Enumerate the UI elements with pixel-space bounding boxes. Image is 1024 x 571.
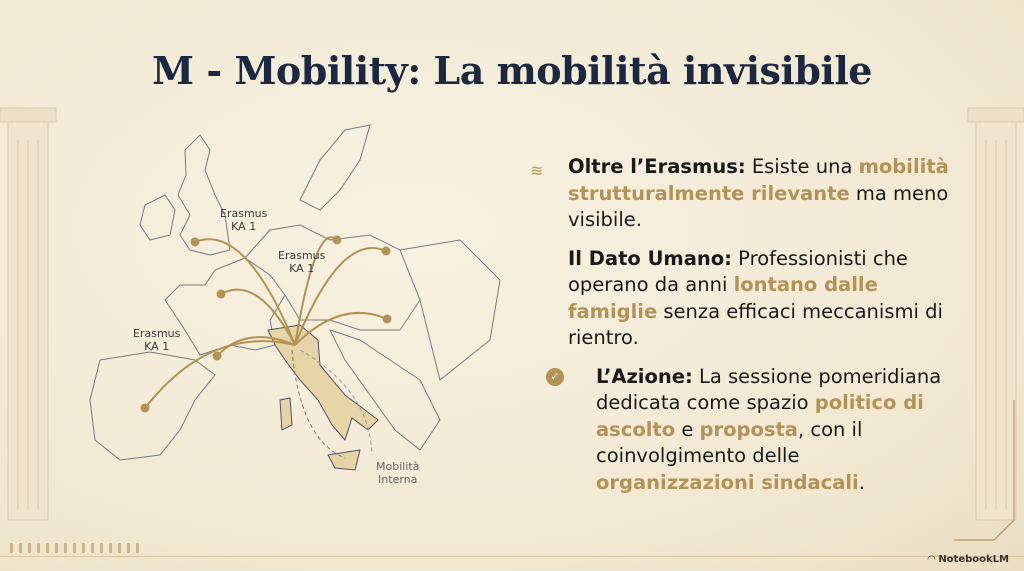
bullet-heading: Il Dato Umano: xyxy=(568,246,732,270)
highlight: proposta xyxy=(699,417,798,441)
balkans-outline xyxy=(329,329,441,451)
brand-watermark: ◠ NotebookLM xyxy=(927,554,1009,565)
erasmus-label-north: Erasmus KA 1 xyxy=(220,207,268,233)
bullet-oltre-erasmus: ≋ Oltre l’Erasmus: Esiste una mobilità s… xyxy=(530,154,950,234)
sardinia-shape xyxy=(279,397,293,431)
origin-dot xyxy=(216,289,226,299)
bullet-dato-umano: Il Dato Umano: Professionisti che operan… xyxy=(530,246,950,352)
column-ornament-left xyxy=(0,107,57,521)
text: senza efficaci meccanismi di rientro. xyxy=(568,299,943,350)
origin-dot xyxy=(332,235,342,245)
mobility-flow-arc xyxy=(216,336,296,357)
internal-mobility-label: Mobilità Interna xyxy=(376,460,420,486)
frame-line xyxy=(0,556,1024,557)
ireland-outline xyxy=(139,194,176,241)
europe-map xyxy=(60,110,520,514)
italy-shape xyxy=(267,324,379,442)
highlight: politico di ascolto xyxy=(596,391,924,441)
text: Professionisti che operano da anni xyxy=(568,246,908,297)
text: e xyxy=(675,417,700,441)
map-drawing xyxy=(89,124,501,471)
text: , con il coinvolgimento delle xyxy=(596,417,863,468)
france-outline xyxy=(164,257,286,356)
mobility-flow-arc xyxy=(220,288,296,346)
bullet-heading: L’Azione: xyxy=(596,364,693,388)
bullet-list: ≋ Oltre l’Erasmus: Esiste una mobilità s… xyxy=(530,154,950,508)
highlight: mobilità strutturalmente rilevante xyxy=(568,155,949,205)
origin-dot xyxy=(212,351,222,361)
greek-key-ornament xyxy=(10,543,140,553)
origin-dot xyxy=(140,403,150,413)
mobility-flow-arc xyxy=(194,238,296,346)
origin-dot xyxy=(381,246,391,256)
internal-mobility-arc xyxy=(299,349,373,456)
mobility-flow-arc xyxy=(294,312,388,346)
sicily-shape xyxy=(327,449,361,471)
text: La sessione pomeridiana dedicata come sp… xyxy=(596,364,942,415)
erasmus-label-west: Erasmus KA 1 xyxy=(133,327,181,353)
check-badge-icon: ✓ xyxy=(546,367,564,386)
internal-mobility-arc xyxy=(291,349,346,459)
text: Esiste una xyxy=(745,155,859,178)
page-title: M - Mobility: La mobilità invisibile xyxy=(152,48,872,93)
iberia-outline xyxy=(89,351,216,461)
origin-dot xyxy=(190,237,200,247)
column-ornament-right xyxy=(954,107,1024,541)
highlight: organizzazioni sindacali xyxy=(596,470,859,494)
uk-outline xyxy=(177,134,231,256)
mobility-flow-arc xyxy=(294,236,338,346)
bullet-azione: ✓ L’Azione: La sessione pomeridiana dedi… xyxy=(530,364,950,497)
origin-dot xyxy=(382,314,392,324)
east-outline xyxy=(399,239,501,381)
highlight: lontano dalle famiglie xyxy=(568,273,878,323)
text: . xyxy=(858,470,865,494)
notebooklm-logo-icon: ◠ xyxy=(927,554,936,565)
scandinavia-outline xyxy=(299,124,371,211)
wave-ornament-icon: ≋ xyxy=(530,161,544,180)
text: ma meno visibile. xyxy=(568,181,949,232)
mobility-flow-arc xyxy=(144,340,296,409)
central-europe-outline xyxy=(244,224,421,331)
erasmus-label-central: Erasmus KA 1 xyxy=(278,249,326,275)
bullet-heading: Oltre l’Erasmus: xyxy=(568,155,746,178)
mobility-flow-arc xyxy=(294,247,387,346)
